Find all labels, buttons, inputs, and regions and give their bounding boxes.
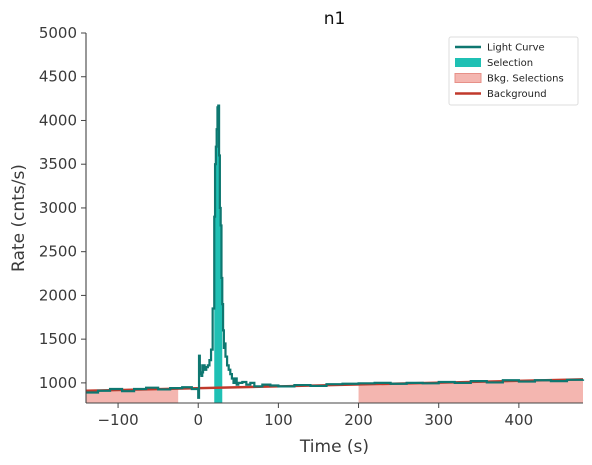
selection-area [214, 105, 223, 404]
x-tick-label: 200 [344, 411, 373, 429]
x-tick-label: 400 [505, 411, 534, 429]
legend-entry: Selection [455, 58, 533, 69]
y-tick-label: 4500 [39, 68, 77, 86]
x-axis-ticks: −100 0 100 200 300 400 [97, 403, 533, 429]
legend-patch-swatch [455, 58, 481, 67]
y-tick-label: 1000 [39, 374, 77, 392]
y-tick-label: 2000 [39, 286, 77, 304]
y-tick-label: 1500 [39, 330, 77, 348]
y-tick-label: 3000 [39, 199, 77, 217]
legend-label: Background [487, 89, 547, 100]
x-tick-label: 300 [424, 411, 453, 429]
bkg-selection-region-1 [86, 388, 179, 403]
selection-region [214, 105, 223, 404]
background-selections [86, 379, 583, 403]
chart-title: n1 [324, 9, 346, 29]
legend-label: Bkg. Selections [487, 74, 564, 85]
legend-entry: Light Curve [455, 43, 545, 54]
legend-patch-swatch [454, 73, 482, 83]
y-axis-ticks: 1000 1500 2000 2500 3000 3500 4000 4500 5000 [39, 24, 86, 392]
legend-label: Selection [487, 58, 533, 69]
y-axis-title: Rate (cnts/s) [9, 164, 29, 272]
x-axis-title: Time (s) [299, 437, 369, 457]
legend-entry: Bkg. Selections [454, 73, 564, 85]
bkg-selection-region-2 [358, 379, 583, 403]
x-tick-label: 0 [193, 411, 203, 429]
legend: Light Curve Selection Bkg. Selections Backg… [448, 36, 579, 106]
axes [85, 33, 583, 404]
y-tick-label: 5000 [39, 24, 77, 42]
x-tick-label: 100 [264, 411, 293, 429]
legend-box [448, 36, 579, 106]
x-tick-label: −100 [97, 411, 138, 429]
light-curve-line [86, 104, 585, 399]
light-curve [86, 104, 585, 399]
y-tick-label: 3500 [39, 155, 77, 173]
y-tick-label: 4000 [39, 111, 77, 129]
legend-label: Light Curve [487, 43, 545, 54]
y-tick-label: 2500 [39, 243, 77, 261]
legend-entry: Background [455, 89, 547, 100]
